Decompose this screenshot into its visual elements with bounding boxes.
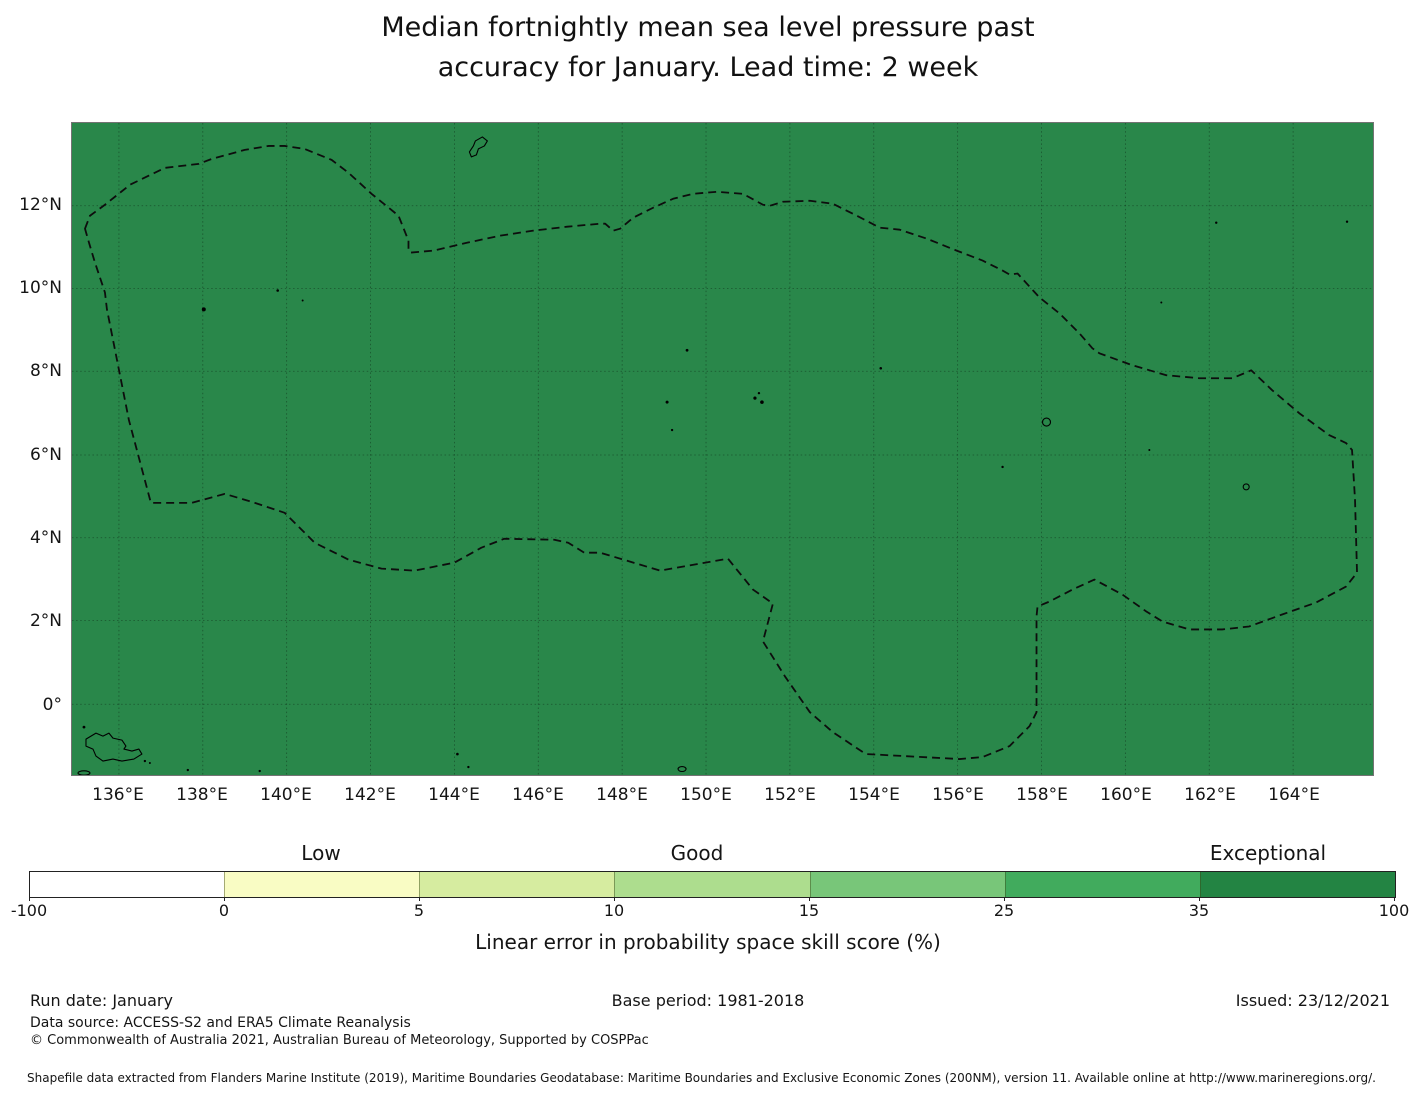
colorbar-segment-3 [614, 872, 810, 897]
island-atoll-dot [186, 768, 190, 772]
colorbar-tick-label: 35 [1188, 901, 1210, 920]
footer-data-source: Data source: ACCESS-S2 and ERA5 Climate … [30, 1015, 411, 1031]
island-atoll-dot [1345, 220, 1349, 223]
footer-issued: Issued: 23/12/2021 [1235, 991, 1390, 1010]
colorbar-tick-label: 0 [218, 901, 230, 920]
x-tick-label: 164°E [1268, 785, 1320, 805]
map-fill [72, 123, 1373, 775]
colorbar-tick-mark [419, 897, 420, 901]
footer-base-period: Base period: 1981-2018 [611, 991, 805, 1010]
x-tick-label: 144°E [428, 785, 480, 805]
footer-copyright: © Commonwealth of Australia 2021, Austra… [30, 1033, 649, 1048]
island-atoll-dot [670, 428, 674, 432]
colorbar-tick-mark [614, 897, 615, 901]
map-svg [72, 123, 1373, 775]
x-tick-label: 148°E [596, 785, 648, 805]
x-tick-label: 152°E [764, 785, 816, 805]
x-tick-label: 150°E [680, 785, 732, 805]
x-tick-label: 154°E [848, 785, 900, 805]
colorbar-segment-2 [419, 872, 615, 897]
chart-title-line1: Median fortnightly mean sea level pressu… [381, 12, 1035, 43]
island-atoll-dot [665, 400, 669, 404]
island-chuuk [757, 391, 761, 395]
colorbar-tick-label: 5 [413, 901, 425, 920]
island-yap [201, 307, 206, 312]
island-atoll-dot [1001, 465, 1004, 469]
y-tick-label: 8°N [29, 361, 62, 381]
y-tick-label: 6°N [29, 445, 62, 465]
colorbar-tick-label: 15 [798, 901, 820, 920]
map-area [71, 122, 1374, 776]
island-chuuk [760, 400, 764, 404]
x-tick-label: 156°E [932, 785, 984, 805]
colorbar-category-label: Good [670, 841, 724, 865]
island-chuuk [753, 396, 757, 400]
colorbar-category-label: Low [301, 841, 341, 865]
chart-title-line2: accuracy for January. Lead time: 2 week [437, 52, 979, 83]
colorbar-axis-label: Linear error in probability space skill … [475, 930, 941, 954]
island-atoll-dot [148, 762, 151, 765]
x-tick-label: 158°E [1016, 785, 1068, 805]
island-atoll-dot [1160, 301, 1163, 304]
colorbar-segment-4 [809, 872, 1005, 897]
island-edge-outline [77, 770, 91, 775]
eez-boundary-path [84, 145, 1358, 760]
colorbar-segment-5 [1004, 872, 1200, 897]
colorbar-tick-label: -100 [10, 901, 48, 920]
island-guam-outline [468, 136, 488, 158]
island-atoll-dot [456, 752, 459, 756]
island-ulithi [276, 289, 279, 292]
colorbar-segment-6 [1199, 872, 1395, 897]
y-tick-label: 10°N [19, 278, 62, 298]
colorbar-tick-label: 25 [993, 901, 1015, 920]
y-tick-label: 0° [42, 695, 62, 715]
footer-shapefile-note: Shapefile data extracted from Flanders M… [27, 1071, 1376, 1085]
x-tick-label: 136°E [92, 785, 144, 805]
island-kosrae-outline [1242, 483, 1250, 491]
island-atoll-dot [879, 366, 883, 370]
island-atoll-dot [301, 299, 304, 302]
colorbar-tick-mark [1199, 897, 1200, 901]
colorbar [29, 871, 1396, 898]
colorbar-tick-mark [29, 897, 30, 901]
x-tick-label: 138°E [176, 785, 228, 805]
colorbar-tick-mark [1394, 897, 1395, 901]
island-atoll-dot [467, 765, 470, 769]
colorbar-tick-label: 100 [1378, 901, 1410, 920]
colorbar-segment-1 [224, 872, 420, 897]
colorbar-category-label: Exceptional [1209, 841, 1327, 865]
x-tick-label: 160°E [1100, 785, 1152, 805]
island-atoll-dot [143, 759, 147, 763]
islands-layer [77, 136, 1349, 775]
island-atoll-dot [1148, 449, 1151, 451]
chart-title: Median fortnightly mean sea level pressu… [0, 8, 1416, 88]
x-tick-label: 162°E [1184, 785, 1236, 805]
island-atoll-dot [82, 725, 86, 729]
x-tick-label: 142°E [344, 785, 396, 805]
colorbar-tick-mark [1004, 897, 1005, 901]
x-tick-label: 146°E [512, 785, 564, 805]
island-stmatthias-outline [677, 765, 687, 773]
footer-run-date: Run date: January [30, 991, 173, 1010]
colorbar-tick-mark [809, 897, 810, 901]
x-tick-label: 140°E [260, 785, 312, 805]
island-manus-outline [85, 732, 143, 762]
colorbar-tick-mark [224, 897, 225, 901]
y-tick-label: 2°N [29, 611, 62, 631]
island-atoll-dot [1215, 221, 1218, 224]
island-atoll-dot [685, 348, 689, 352]
island-atoll-dot [258, 769, 261, 773]
island-pohnpei-outline [1041, 417, 1052, 427]
colorbar-segment-0 [30, 872, 225, 897]
colorbar-tick-label: 10 [603, 901, 625, 920]
y-tick-label: 12°N [19, 195, 62, 215]
y-tick-label: 4°N [29, 528, 62, 548]
